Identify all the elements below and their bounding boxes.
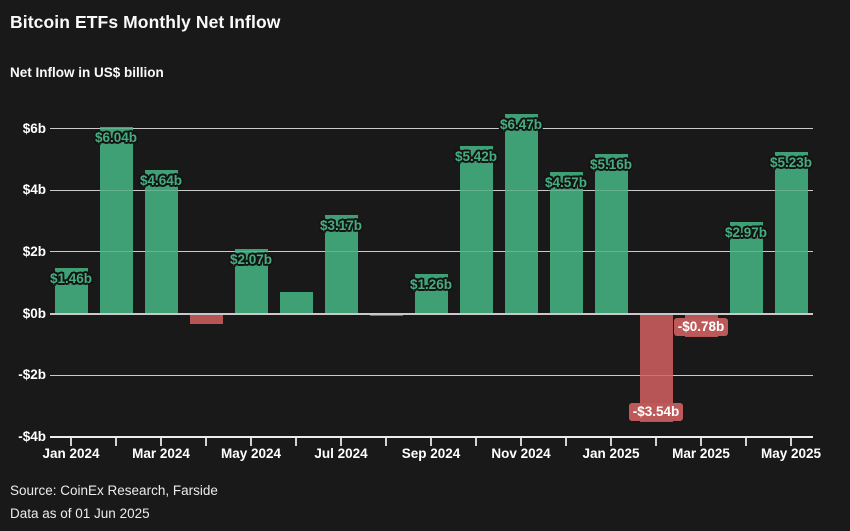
bar-value-label: $5.42b <box>454 149 498 165</box>
bar-value-pill: -$3.54b <box>628 403 684 422</box>
x-tick-label: Mar 2025 <box>672 445 730 461</box>
x-tick-label: May 2025 <box>760 445 822 461</box>
y-tick-label: -$4b <box>18 428 46 444</box>
bar <box>99 126 133 313</box>
bar <box>369 313 403 317</box>
bar <box>279 292 313 313</box>
axis-tick <box>610 437 612 446</box>
x-tick-label: Jan 2025 <box>582 445 640 461</box>
axis-tick <box>385 437 387 446</box>
bar <box>504 113 538 313</box>
bar-value-label: $5.16b <box>589 157 633 173</box>
axis-tick <box>475 437 477 446</box>
bar <box>774 151 808 313</box>
chart-subtitle: Net Inflow in US$ billion <box>10 65 164 80</box>
y-tick-label: -$2b <box>18 367 46 383</box>
axis-tick <box>340 437 342 446</box>
x-tick-label: Mar 2024 <box>132 445 190 461</box>
axis-tick <box>520 437 522 446</box>
gridline <box>50 251 813 253</box>
x-tick-label: Nov 2024 <box>491 445 551 461</box>
bar <box>324 215 358 313</box>
bar <box>729 221 763 313</box>
bar-value-label: -$3.54b <box>614 403 698 422</box>
y-tick-label: $4b <box>22 182 46 198</box>
bar-value-label: $4.57b <box>544 175 588 191</box>
bar <box>414 274 448 313</box>
y-tick-label: $6b <box>22 120 46 136</box>
bar-value-pill: -$0.78b <box>673 318 729 337</box>
bar <box>549 172 583 313</box>
x-tick-label: Sep 2024 <box>401 445 461 461</box>
source-note: Source: CoinEx Research, Farside <box>10 483 218 498</box>
axis-tick <box>655 437 657 446</box>
bar-value-label: $1.46b <box>49 271 93 287</box>
bar <box>189 313 223 324</box>
bar-value-label: $5.23b <box>769 154 813 170</box>
axis-tick <box>70 437 72 446</box>
x-tick-label: Jan 2024 <box>42 445 100 461</box>
bar-value-label: -$0.78b <box>659 318 743 337</box>
bar-value-label: $6.47b <box>499 116 543 132</box>
gridline <box>50 189 813 191</box>
y-tick-label: $2b <box>22 243 46 259</box>
axis-tick <box>295 437 297 446</box>
axis-tick <box>160 437 162 446</box>
axis-tick <box>745 437 747 446</box>
x-tick-label: May 2024 <box>220 445 282 461</box>
axis-tick <box>700 437 702 446</box>
bar <box>234 249 268 313</box>
gridline <box>50 374 813 376</box>
x-axis-line <box>50 436 813 439</box>
gridline-overlay <box>50 128 813 130</box>
axis-tick <box>790 437 792 446</box>
axis-tick <box>250 437 252 446</box>
chart-title: Bitcoin ETFs Monthly Net Inflow <box>10 12 281 32</box>
bar-value-label: $6.04b <box>94 129 138 145</box>
bar-value-label: $2.97b <box>724 224 768 240</box>
gridline <box>50 128 813 130</box>
axis-tick <box>205 437 207 446</box>
y-tick-label: $0b <box>22 305 46 321</box>
bar <box>594 154 628 313</box>
bar-value-label: $3.17b <box>319 218 363 234</box>
bar <box>459 146 493 313</box>
gridline-overlay <box>50 189 813 191</box>
axis-tick <box>565 437 567 446</box>
bar-value-label: $4.64b <box>139 173 183 189</box>
axis-tick <box>115 437 117 446</box>
bar-value-label: $1.26b <box>409 277 453 293</box>
gridline-overlay <box>50 251 813 253</box>
bar <box>144 170 178 313</box>
gridline-overlay <box>50 374 813 376</box>
x-tick-label: Jul 2024 <box>314 445 368 461</box>
bar-value-label: $2.07b <box>229 252 273 268</box>
bar <box>54 268 88 313</box>
zero-line <box>50 313 813 315</box>
axis-tick <box>430 437 432 446</box>
data-as-of-note: Data as of 01 Jun 2025 <box>10 506 150 521</box>
